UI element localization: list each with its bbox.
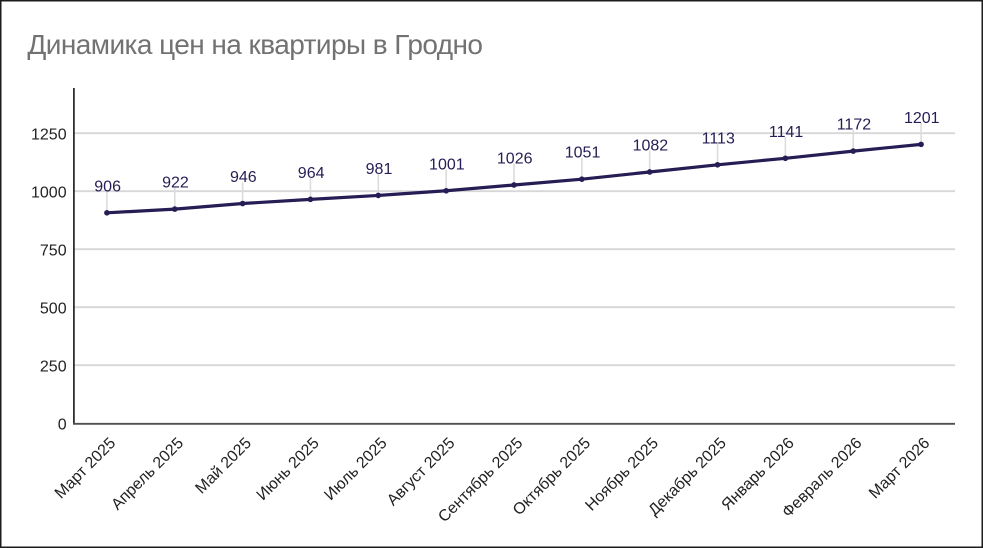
svg-text:1051: 1051 (565, 145, 601, 162)
svg-text:1250: 1250 (31, 126, 67, 143)
svg-text:1082: 1082 (633, 137, 669, 154)
svg-text:922: 922 (162, 175, 189, 192)
svg-text:250: 250 (40, 358, 67, 375)
svg-text:981: 981 (366, 161, 393, 178)
svg-text:500: 500 (40, 300, 67, 317)
svg-text:946: 946 (230, 169, 257, 186)
svg-text:750: 750 (40, 242, 67, 259)
svg-text:906: 906 (94, 178, 121, 195)
svg-text:Динамика цен на квартиры в Гро: Динамика цен на квартиры в Гродно (27, 29, 482, 60)
svg-text:1172: 1172 (837, 117, 872, 134)
svg-text:1001: 1001 (429, 156, 465, 173)
svg-text:1113: 1113 (702, 130, 735, 147)
svg-text:1201: 1201 (904, 110, 940, 127)
svg-text:1000: 1000 (31, 184, 67, 201)
svg-text:964: 964 (298, 165, 325, 182)
svg-text:0: 0 (58, 416, 67, 433)
svg-text:1141: 1141 (769, 124, 804, 141)
svg-text:1026: 1026 (497, 150, 533, 167)
